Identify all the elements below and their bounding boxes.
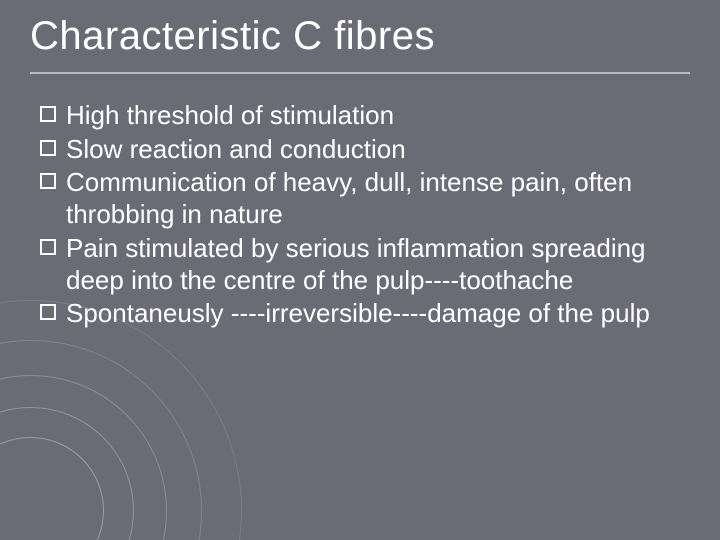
slide: Characteristic C fibres High threshold o… [0, 0, 720, 540]
list-item: Spontaneusly ----irreversible----damage … [40, 298, 680, 330]
bullet-list: High threshold of stimulation Slow react… [40, 100, 680, 330]
decoration-ring [0, 340, 202, 540]
bullet-box-icon [40, 173, 56, 189]
list-item-text: Spontaneusly ----irreversible----damage … [66, 298, 650, 328]
title-area: Characteristic C fibres [30, 14, 690, 94]
corner-decoration [0, 300, 240, 540]
bullet-box-icon [40, 106, 56, 122]
decoration-ring [0, 300, 242, 540]
list-item: Pain stimulated by serious inflammation … [40, 233, 680, 296]
slide-title: Characteristic C fibres [30, 14, 690, 58]
bullet-box-icon [40, 239, 56, 255]
decoration-ring [0, 407, 134, 540]
list-item-text: High threshold of stimulation [66, 100, 394, 130]
list-item-text: Communication of heavy, dull, intense pa… [66, 167, 632, 229]
decoration-ring [0, 437, 104, 540]
bullet-box-icon [40, 140, 56, 156]
decoration-ring [0, 375, 167, 540]
title-underline [30, 72, 690, 74]
list-item: Slow reaction and conduction [40, 134, 680, 166]
bullet-box-icon [40, 304, 56, 320]
list-item: Communication of heavy, dull, intense pa… [40, 167, 680, 230]
body-area: High threshold of stimulation Slow react… [40, 100, 680, 332]
list-item: High threshold of stimulation [40, 100, 680, 132]
list-item-text: Slow reaction and conduction [66, 134, 406, 164]
list-item-text: Pain stimulated by serious inflammation … [66, 233, 646, 295]
